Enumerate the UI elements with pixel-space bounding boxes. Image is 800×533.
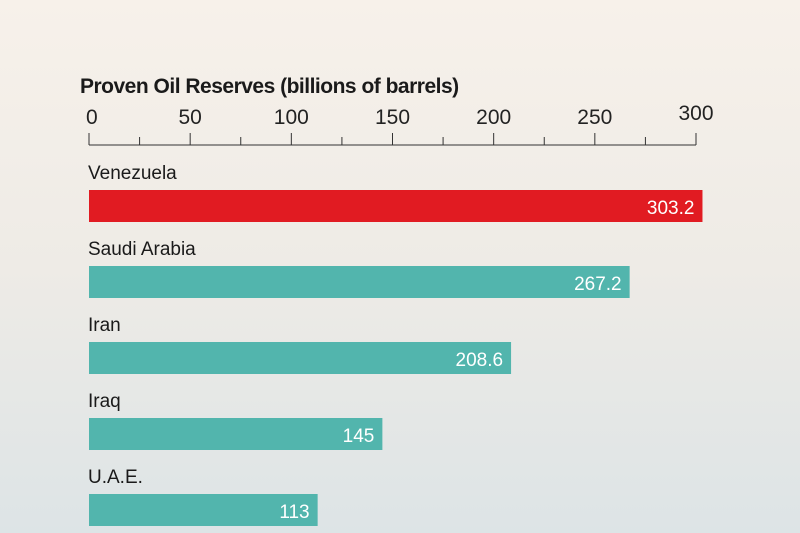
value-label: 145 — [343, 426, 375, 447]
bar — [89, 266, 630, 298]
value-label: 267.2 — [574, 274, 622, 295]
chart-title: Proven Oil Reserves (billions of barrels… — [80, 75, 459, 98]
category-label: Saudi Arabia — [88, 239, 196, 260]
tick-label: 0 — [86, 106, 98, 129]
bars: Venezuela 303.2 Saudi Arabia 267.2 Iran 208.6… — [88, 163, 703, 526]
tick-label: 250 — [577, 106, 612, 129]
tick-label: 300 — [678, 102, 713, 125]
value-label: 303.2 — [647, 198, 695, 219]
category-label: Venezuela — [88, 163, 177, 184]
value-label: 208.6 — [456, 350, 504, 371]
tick-label: 50 — [178, 106, 201, 129]
category-label: Iran — [88, 315, 121, 336]
tick-label: 100 — [274, 106, 309, 129]
category-label: U.A.E. — [88, 467, 143, 488]
bar — [89, 418, 383, 450]
tick-label: 200 — [476, 106, 511, 129]
category-label: Iraq — [88, 391, 121, 412]
value-label: 113 — [279, 502, 309, 523]
bar — [89, 494, 318, 526]
bar — [89, 342, 512, 374]
tick-label: 150 — [375, 106, 410, 129]
bar — [89, 190, 703, 222]
x-axis: 0 50 100 150 200 250 300 — [86, 102, 714, 146]
